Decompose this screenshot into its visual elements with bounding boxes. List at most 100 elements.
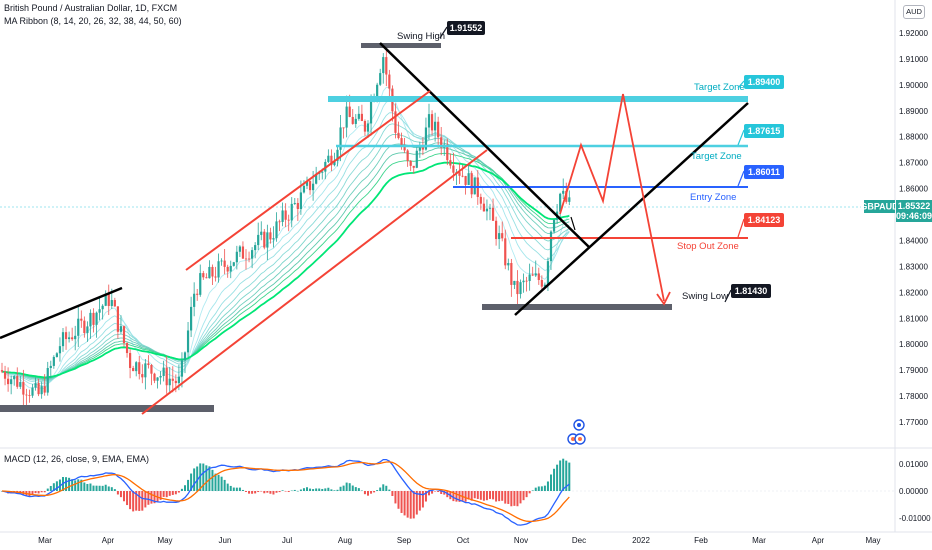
candle-body: [129, 353, 132, 368]
candle-body: [208, 266, 211, 279]
event-icon-dot: [571, 437, 575, 441]
target-zone-1-label: Target Zone: [694, 82, 745, 93]
stop-out-zone-tag-connector: [737, 218, 745, 238]
candle-body: [183, 352, 187, 361]
macd-histogram-bar: [327, 487, 330, 491]
macd-signal-line: [1, 461, 570, 523]
macd-histogram-bar: [559, 460, 562, 491]
candle-body: [95, 312, 98, 325]
macd-histogram-bar: [504, 491, 507, 504]
candle-body: [34, 383, 37, 388]
candle-body: [71, 337, 74, 340]
candle-body: [427, 114, 431, 128]
entry-zone-tag-value: 1.86011: [748, 167, 780, 177]
candle-body: [382, 57, 385, 74]
price-tick-label: 1.89000: [899, 107, 928, 116]
time-axis-label: Feb: [694, 536, 708, 545]
candle-body: [260, 231, 263, 235]
macd-histogram-bar: [135, 491, 138, 511]
macd-histogram-bar: [269, 491, 272, 494]
macd-histogram-bar: [473, 491, 476, 499]
macd-histogram-bar: [403, 491, 406, 516]
macd-histogram-bar: [95, 485, 98, 491]
price-tick-label: 1.84000: [899, 236, 928, 245]
macd-histogram-bar: [437, 491, 440, 493]
chart-title: British Pound / Australian Dollar, 1D, F…: [4, 3, 178, 13]
price-tick-label: 1.88000: [899, 133, 928, 142]
candle-body: [312, 183, 315, 191]
time-axis-label: Sep: [397, 536, 412, 545]
candle-body: [470, 173, 473, 195]
time-axis-label: Apr: [102, 536, 115, 545]
macd-histogram-bar: [431, 491, 434, 494]
channel-upper: [185, 90, 431, 271]
candle-body: [226, 266, 229, 272]
candle-body: [156, 377, 159, 381]
price-tag-value: 1.85322: [898, 201, 931, 211]
candle-body: [214, 276, 217, 278]
macd-histogram-bar: [318, 488, 321, 491]
ma-ribbon-line: [1, 161, 570, 379]
target-zone-1-tag-box: [744, 75, 784, 89]
candle-body: [177, 376, 180, 384]
entry-zone-label: Entry Zone: [690, 192, 736, 203]
macd-histogram-bar: [83, 482, 86, 491]
macd-histogram-bar: [546, 481, 549, 491]
candle-body: [293, 202, 296, 204]
macd-histogram-bar: [315, 488, 318, 491]
candles: [0, 50, 571, 408]
candle-body: [540, 280, 543, 287]
candle-body: [10, 379, 13, 385]
target-zone-1-tag: 1.89400: [737, 75, 784, 89]
candle-body: [534, 273, 537, 276]
macd-histogram-bar: [153, 491, 156, 504]
candle-body: [406, 150, 409, 161]
candle-body: [196, 293, 199, 295]
macd-histogram-bar: [360, 490, 363, 492]
macd-histogram-bar: [232, 487, 235, 491]
candle-body: [440, 137, 443, 148]
macd-histogram-bar: [162, 491, 165, 497]
time-axis-label: Mar: [38, 536, 52, 545]
candle-body: [153, 373, 156, 381]
macd-histogram-bar: [104, 484, 107, 491]
macd-histogram-bar: [290, 490, 293, 492]
macd-histogram-bar: [443, 491, 446, 495]
time-axis-label: Dec: [572, 536, 586, 545]
candle-body: [101, 305, 104, 310]
candle-body: [92, 312, 95, 325]
macd-label: MACD (12, 26, close, 9, EMA, EMA): [4, 454, 150, 464]
macd-histogram-bar: [476, 491, 479, 499]
macd-histogram-bar: [513, 491, 516, 506]
ma-ribbon-line: [1, 112, 570, 385]
macd-histogram-bar: [141, 491, 144, 511]
macd-histogram-bar: [193, 468, 196, 491]
candle-body: [522, 280, 525, 283]
macd-histogram-bar: [516, 491, 519, 507]
macd-histogram-bar: [336, 489, 339, 491]
macd-histogram-bar: [528, 491, 531, 494]
target-zone-2-tag-box: [744, 124, 784, 138]
currency-badge[interactable]: AUD: [903, 5, 925, 19]
macd-histogram-bar: [46, 488, 49, 491]
price-tick-label: 1.90000: [899, 81, 928, 90]
macd-histogram-bar: [421, 491, 424, 508]
macd-histogram-bar: [43, 491, 46, 493]
candle-body: [552, 219, 556, 232]
macd-histogram-bar: [354, 487, 357, 491]
entry-zone-tag-box: [744, 165, 784, 179]
candle-body: [31, 387, 34, 396]
price-tick-label: 1.92000: [899, 29, 928, 38]
candle-body: [28, 395, 31, 396]
macd-histogram-bar: [263, 491, 266, 494]
candle-body: [507, 263, 510, 266]
candle-body: [415, 150, 418, 168]
ma-ribbon-line: [1, 123, 570, 383]
candle-body: [174, 380, 177, 384]
trendline-early: [0, 286, 123, 340]
candle-body: [0, 370, 4, 372]
target-zone-2-tag-value: 1.87615: [748, 126, 781, 136]
candle-body: [421, 147, 424, 150]
